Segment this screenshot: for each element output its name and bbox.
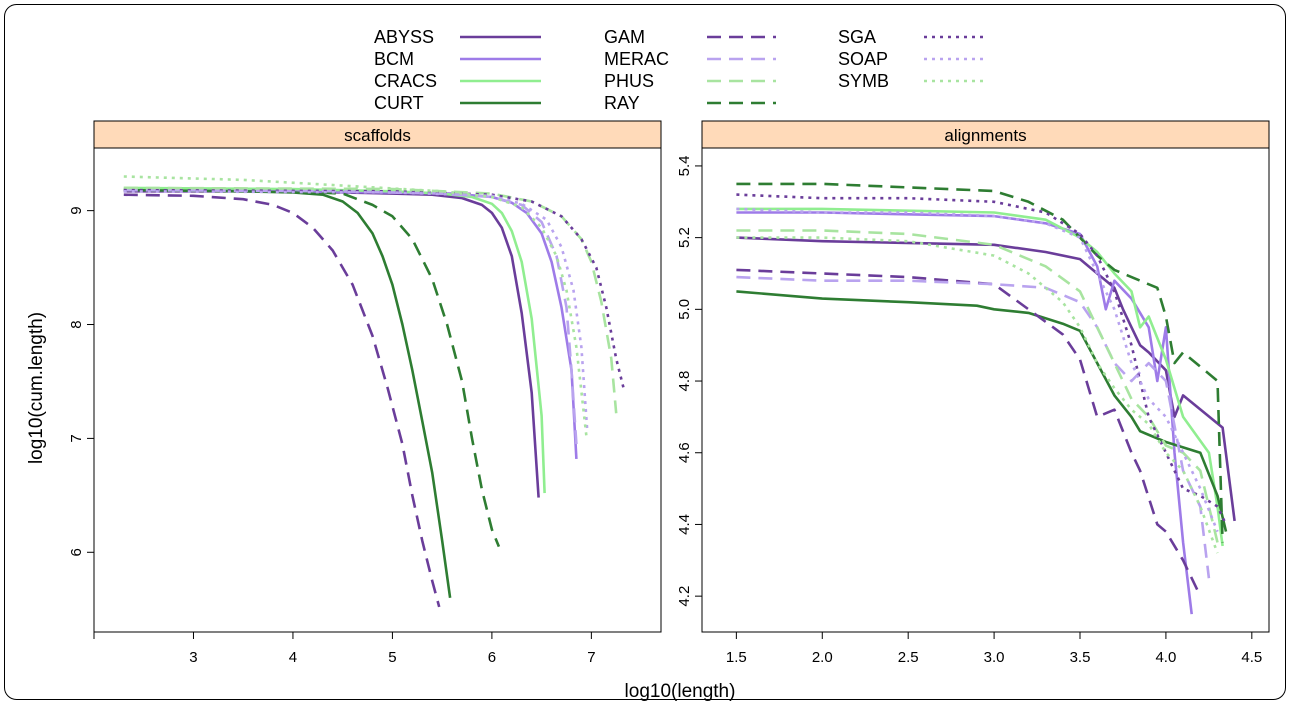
series-line-merac [736,275,1211,579]
series-line-symb [123,175,588,437]
series-line-cracs [736,207,1224,547]
x-tick-label: 4.5 [1241,649,1262,666]
x-tick-label: 2.0 [812,649,833,666]
plot-area-alignments [701,147,1270,633]
strip-label-scaffolds: scaffolds [344,126,411,145]
x-tick-label: 5 [388,649,396,666]
legend-label-soap: SOAP [838,49,888,69]
plot-area-scaffolds [93,147,662,633]
series-line-gam [736,268,1202,597]
series-line-symb [736,236,1219,554]
y-tick-label: 7 [68,434,85,442]
series-line-curt [123,188,452,598]
x-tick-label: 7 [587,649,595,666]
series-line-gam [123,193,441,608]
strip-scaffolds [93,120,662,149]
y-tick-label: 4.6 [676,442,693,463]
x-tick-label: 1.5 [726,649,747,666]
strip-label-alignments: alignments [944,126,1026,145]
x-tick-label: 4 [289,649,297,666]
y-axis-title: log10(cum.length) [26,312,47,464]
y-tick-label: 5.2 [676,227,693,248]
series-line-ray [736,182,1224,543]
legend-label-cracs: CRACS [374,71,437,91]
figure-border [4,4,1286,700]
legend-label-bcm: BCM [374,49,414,69]
panel-alignments: alignments 1.5 2.0 2.5 3.0 3.5 4.0 4.5 4.2 4.4 4.6… [676,120,1270,666]
x-tick-label: 6 [488,649,496,666]
legend-label-merac: MERAC [604,49,669,69]
panel-scaffolds: scaffolds 3 4 5 6 7 6 7 8 9 [68,120,662,666]
y-tick-label: 9 [68,206,85,214]
series-line-phus [736,229,1219,543]
legend-label-ray: RAY [604,93,640,113]
y-tick-label: 8 [68,320,85,328]
series-line-bcm [736,211,1193,615]
legend-label-symb: SYMB [838,71,889,91]
legend-label-sga: SGA [838,27,876,47]
x-tick-label: 3.5 [1070,649,1091,666]
y-tick-label: 5.0 [676,299,693,320]
strip-alignments [701,120,1270,149]
y-tick-label: 6 [68,548,85,556]
series-line-soap [736,207,1219,533]
legend-label-abyss: ABYSS [374,27,434,47]
y-tick-label: 4.8 [676,371,693,392]
legend-label-phus: PHUS [604,71,654,91]
x-tick-label: 3.0 [984,649,1005,666]
series-line-phus [123,186,618,414]
x-tick-label: 2.5 [898,649,919,666]
x-axis-title: log10(length) [625,681,736,702]
y-tick-label: 4.4 [676,514,693,535]
x-tick-label: 4.0 [1155,649,1176,666]
legend-label-curt: CURT [374,93,424,113]
series-line-merac [123,188,578,445]
legend-label-gam: GAM [604,27,645,47]
y-tick-label: 4.2 [676,586,693,607]
x-tick-label: 3 [189,649,197,666]
y-tick-label: 5.4 [676,155,693,176]
series-line-sga [123,188,626,391]
